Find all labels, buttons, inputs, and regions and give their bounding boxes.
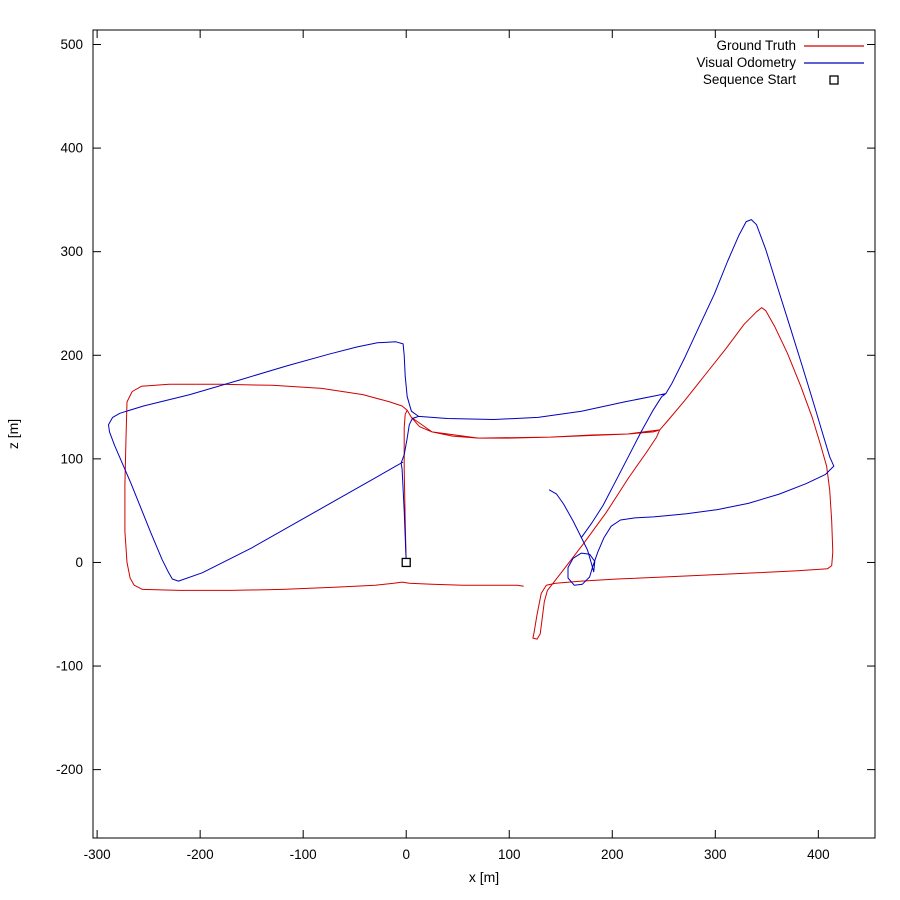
- ground-truth-path: [124, 307, 834, 640]
- y-tick-label: -100: [56, 659, 83, 674]
- legend-sample-marker: [829, 75, 839, 85]
- y-tick-label: 500: [60, 37, 83, 52]
- y-tick-label: 200: [60, 348, 83, 363]
- x-tick-label: 400: [807, 847, 830, 862]
- trajectory-paths: [108, 219, 835, 640]
- x-tick-label: 200: [601, 847, 624, 862]
- legend-label-ground-truth: Ground Truth: [716, 38, 796, 53]
- x-tick-label: -200: [187, 847, 214, 862]
- axis-ticks: [93, 30, 875, 838]
- y-tick-label: 400: [60, 141, 83, 156]
- visual-odometry-path: [108, 219, 835, 586]
- y-tick-label: -200: [56, 762, 83, 777]
- x-axis-label: x [m]: [469, 869, 499, 885]
- legend-label-visual-odometry: Visual Odometry: [696, 55, 796, 70]
- legend-label-sequence-start: Sequence Start: [703, 72, 796, 87]
- y-tick-label: 100: [60, 451, 83, 466]
- y-axis-label: z [m]: [5, 419, 21, 449]
- legend: Ground Truth Visual Odometry Sequence St…: [696, 38, 796, 87]
- legend-samples: [804, 45, 864, 85]
- sequence-start-marker: [401, 557, 411, 568]
- y-tick-label: 300: [60, 244, 83, 259]
- y-tick-label: 0: [75, 555, 83, 570]
- x-tick-label: 100: [498, 847, 521, 862]
- plot-frame: [92, 29, 876, 839]
- x-tick-label: 300: [704, 847, 727, 862]
- plot-border: [92, 29, 876, 839]
- x-tick-label: 0: [402, 847, 410, 862]
- x-tick-label: -100: [290, 847, 317, 862]
- axis-tick-labels: -300 -200 -100 0 100 200 300 400 -200 -100 0 100 200…: [56, 37, 830, 862]
- x-tick-label: -300: [84, 847, 111, 862]
